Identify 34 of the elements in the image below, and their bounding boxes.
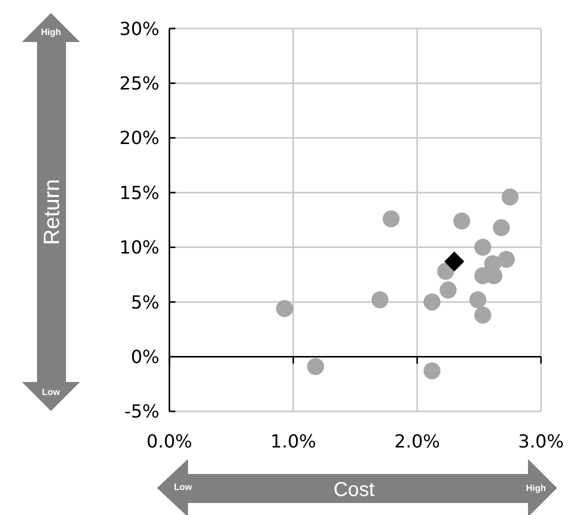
y-tick-label: 20% — [119, 128, 160, 150]
point — [502, 188, 519, 206]
point — [423, 362, 440, 380]
text: High — [41, 27, 61, 37]
x-tick-label: 3.0% — [518, 432, 564, 453]
text: High — [526, 483, 546, 493]
point — [382, 210, 400, 228]
point — [498, 250, 515, 268]
y-tick-label: 10% — [119, 238, 160, 259]
y-tick-label: 30% — [119, 18, 160, 40]
x-tick-label: 1.0% — [270, 432, 316, 453]
point — [469, 291, 486, 308]
point — [371, 291, 388, 308]
y-tick-label: 0% — [130, 347, 160, 368]
text: Low — [42, 387, 61, 397]
x-axis-title: Cost — [333, 479, 376, 501]
point — [307, 358, 324, 376]
x-tick-label: 0.0% — [146, 432, 192, 453]
y-tick-label: 25% — [119, 74, 160, 94]
point — [453, 212, 470, 230]
point — [423, 294, 440, 310]
point — [437, 262, 454, 280]
point — [492, 219, 510, 236]
y-axis-title: Return — [39, 178, 64, 246]
x-tick-label: 2.0% — [394, 432, 440, 453]
point — [276, 300, 294, 318]
y-tick-label: 5% — [130, 292, 160, 314]
y-tick-label: 15% — [119, 182, 160, 204]
point — [444, 252, 464, 272]
point — [474, 306, 492, 324]
text: Low — [174, 482, 193, 492]
y-tick-label: -5% — [124, 402, 160, 423]
point — [440, 281, 457, 298]
point — [474, 238, 492, 256]
